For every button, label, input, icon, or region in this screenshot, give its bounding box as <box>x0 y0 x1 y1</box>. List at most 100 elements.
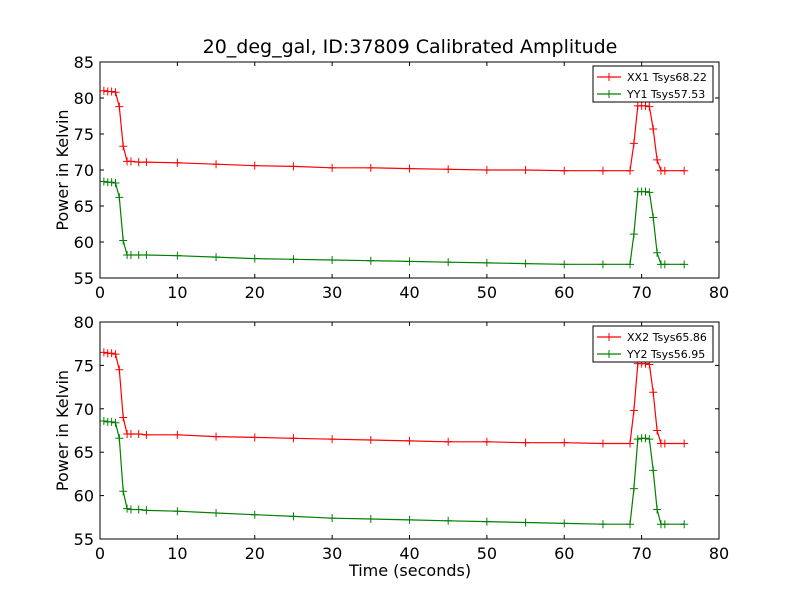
data-point <box>660 260 669 269</box>
data-point <box>560 166 569 175</box>
legend-marker <box>605 333 613 341</box>
data-point <box>173 158 182 167</box>
x-tick-label: 70 <box>631 544 651 563</box>
data-point <box>250 254 259 263</box>
y-tick-label: 55 <box>74 530 94 549</box>
plot-frame <box>99 61 720 279</box>
data-point <box>660 166 669 175</box>
data-point <box>115 102 124 111</box>
data-point <box>115 434 124 443</box>
data-point <box>289 512 298 521</box>
x-tick-label: 0 <box>95 283 105 302</box>
data-point <box>142 158 151 167</box>
data-point <box>444 437 453 446</box>
data-point <box>629 139 638 148</box>
legend-label: YY1 Tsys57.53 <box>626 88 705 101</box>
x-tick-label: 40 <box>399 283 419 302</box>
data-point <box>444 165 453 174</box>
data-point <box>405 515 414 524</box>
data-point <box>626 439 635 448</box>
data-point <box>626 520 635 529</box>
data-point <box>405 164 414 173</box>
data-point <box>119 413 128 422</box>
data-point <box>126 250 135 259</box>
data-point <box>633 435 642 444</box>
data-point <box>142 506 151 515</box>
data-point <box>653 248 662 257</box>
data-point <box>126 505 135 514</box>
data-point <box>598 166 607 175</box>
chart-title: 20_deg_gal, ID:37809 Calibrated Amplitud… <box>203 36 618 58</box>
data-point <box>289 162 298 171</box>
data-point <box>328 256 337 264</box>
data-point <box>482 166 491 174</box>
data-point <box>653 155 662 164</box>
data-point <box>212 160 221 169</box>
data-point <box>126 157 135 166</box>
data-point <box>645 102 654 111</box>
data-point <box>134 250 143 259</box>
x-tick-label: 60 <box>554 544 574 563</box>
data-point <box>99 177 108 186</box>
data-point <box>366 256 375 265</box>
x-tick-label: 10 <box>167 283 187 302</box>
data-point <box>328 514 337 523</box>
data-point <box>598 260 607 269</box>
data-point <box>444 258 453 267</box>
data-point <box>653 505 662 514</box>
x-tick-label: 40 <box>399 544 419 563</box>
y-tick-label: 75 <box>74 125 94 144</box>
x-tick-label: 80 <box>709 283 729 302</box>
data-point <box>560 260 569 269</box>
data-point <box>626 260 635 269</box>
data-point <box>111 418 120 427</box>
data-point <box>653 426 662 435</box>
data-point <box>680 439 689 448</box>
data-point <box>328 163 337 172</box>
data-point <box>598 520 607 529</box>
x-tick-label: 50 <box>477 283 497 302</box>
data-point <box>405 257 414 266</box>
data-point <box>123 504 132 513</box>
data-point <box>560 438 569 447</box>
x-axis-label: Time (seconds) <box>348 561 471 580</box>
data-point <box>641 187 650 196</box>
data-point <box>649 388 658 397</box>
x-tick-label: 10 <box>167 544 187 563</box>
data-point <box>482 437 491 446</box>
data-point <box>328 435 337 444</box>
data-point <box>521 438 530 447</box>
data-point <box>119 142 128 151</box>
data-point <box>107 349 116 358</box>
data-point <box>250 161 259 170</box>
legend: XX2 Tsys65.86 YY2 Tsys56.95 <box>592 325 714 363</box>
data-point <box>173 430 182 439</box>
data-point <box>111 178 120 187</box>
data-point <box>629 406 638 415</box>
plot-frame <box>99 321 720 540</box>
data-point <box>134 158 143 167</box>
x-tick-label: 60 <box>554 283 574 302</box>
data-point <box>560 519 569 528</box>
data-point <box>134 429 143 438</box>
data-point <box>649 213 658 222</box>
y-tick-label: 60 <box>74 233 94 252</box>
data-point <box>115 365 124 374</box>
data-point <box>660 520 669 529</box>
data-point <box>645 435 654 444</box>
data-point <box>521 518 530 527</box>
x-tick-label: 30 <box>322 283 342 302</box>
x-tick-label: 70 <box>631 283 651 302</box>
data-point <box>521 259 530 268</box>
data-point <box>212 508 221 517</box>
data-point <box>366 515 375 524</box>
data-point <box>111 88 120 97</box>
y-tick-label: 80 <box>74 89 94 108</box>
data-point <box>680 260 689 269</box>
x-tick-label: 80 <box>709 544 729 563</box>
y-tick-label: 70 <box>74 161 94 180</box>
data-point <box>119 236 128 245</box>
data-point <box>649 466 658 475</box>
x-tick-label: 30 <box>322 544 342 563</box>
